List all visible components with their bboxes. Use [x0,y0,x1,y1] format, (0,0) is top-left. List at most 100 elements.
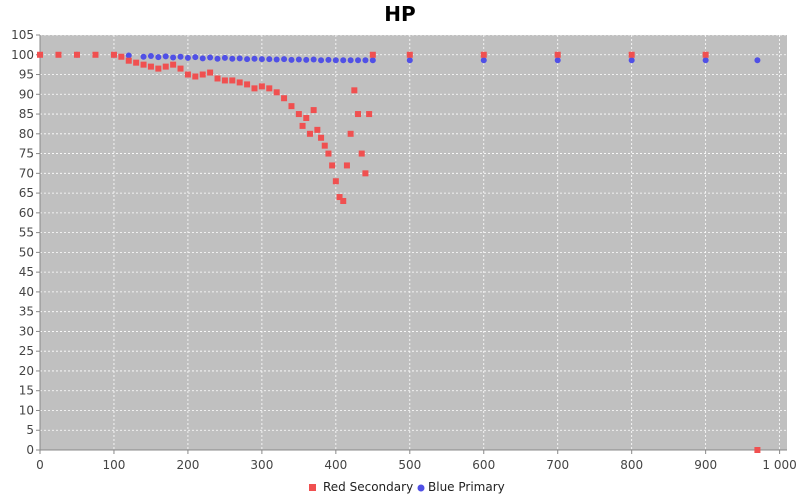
x-tick-label: 300 [250,458,273,472]
data-point-blue-primary [192,54,199,61]
data-point-blue-primary [754,57,761,64]
y-tick-label: 25 [19,344,34,358]
data-point-red-secondary [288,103,295,110]
data-point-red-secondary [110,51,117,58]
y-tick-label: 15 [19,384,34,398]
y-tick-label: 60 [19,206,34,220]
data-point-blue-primary [340,57,347,64]
data-point-blue-primary [554,57,561,64]
data-point-red-secondary [369,51,376,58]
data-point-red-secondary [236,79,243,86]
y-tick-label: 55 [19,226,34,240]
data-point-red-secondary [329,162,336,169]
y-tick-label: 75 [19,147,34,161]
data-point-red-secondary [303,115,310,121]
data-point-red-secondary [192,73,199,80]
data-points [37,51,761,453]
data-point-red-secondary [347,130,354,137]
legend-marker-red-secondary [309,484,316,491]
data-point-red-secondary [207,69,214,76]
y-tick-label: 30 [19,324,34,338]
data-point-red-secondary [358,150,365,157]
x-tick-label: 600 [472,458,495,472]
data-point-red-secondary [273,89,280,96]
data-point-blue-primary [147,52,154,59]
data-point-blue-primary [369,57,376,64]
y-tick-label: 95 [19,68,34,82]
legend-label-red-secondary: Red Secondary [323,480,413,494]
data-point-blue-primary [347,57,354,64]
data-point-blue-primary [303,56,310,63]
data-point-blue-primary [214,55,221,62]
data-point-red-secondary [340,198,347,204]
data-point-blue-primary [199,55,206,62]
data-point-blue-primary [244,56,251,63]
y-tick-label: 65 [19,186,34,200]
data-point-red-secondary [184,71,191,78]
data-point-red-secondary [133,59,140,66]
data-point-red-secondary [199,71,206,78]
data-point-red-secondary [480,51,487,58]
data-point-blue-primary [318,57,325,64]
data-point-red-secondary [366,111,373,118]
data-point-blue-primary [184,54,191,61]
data-point-blue-primary [125,52,132,59]
y-tick-label: 50 [19,245,34,259]
y-tick-label: 45 [19,265,34,279]
y-tick-label: 80 [19,127,34,141]
data-point-red-secondary [702,51,709,58]
data-point-blue-primary [170,54,177,61]
legend-label-blue-primary: Blue Primary [428,480,505,494]
data-point-red-secondary [318,134,325,141]
data-point-blue-primary [362,57,369,64]
data-point-red-secondary [125,57,132,64]
data-point-red-secondary [92,51,99,58]
data-point-red-secondary [281,95,288,102]
data-point-red-secondary [258,83,265,90]
data-point-blue-primary [480,57,487,64]
plot-area [40,35,787,450]
x-tick-label: 800 [620,458,643,472]
data-point-red-secondary [73,51,80,58]
data-point-red-secondary [351,87,358,94]
data-point-red-secondary [251,85,258,92]
data-point-blue-primary [325,56,332,63]
data-point-red-secondary [306,130,313,137]
grid-lines [40,34,787,450]
data-point-red-secondary [754,447,761,453]
data-point-blue-primary [155,54,162,61]
data-point-red-secondary [140,61,147,68]
data-point-red-secondary [343,162,350,169]
x-tick-label: 900 [694,458,717,472]
legend: Red Secondary Blue Primary [309,480,505,494]
y-tick-label: 85 [19,107,34,121]
data-point-blue-primary [702,57,709,64]
data-point-red-secondary [628,51,635,58]
y-tick-label: 0 [26,443,34,457]
data-point-red-secondary [214,75,221,82]
data-point-red-secondary [310,107,317,114]
x-tick-label: 500 [398,458,421,472]
data-point-red-secondary [37,51,43,58]
data-point-red-secondary [362,170,369,177]
data-point-blue-primary [177,53,184,60]
data-point-red-secondary [55,51,62,58]
data-point-blue-primary [332,57,339,64]
data-point-red-secondary [325,150,332,157]
data-point-blue-primary [258,56,265,63]
data-point-blue-primary [266,56,273,63]
data-point-red-secondary [314,126,321,133]
data-point-blue-primary [295,56,302,63]
data-point-blue-primary [251,55,258,62]
chart-title: HP [384,2,415,26]
legend-marker-blue-primary [417,484,425,492]
x-tick-label: 400 [324,458,347,472]
data-point-blue-primary [288,56,295,63]
data-point-red-secondary [162,63,169,70]
axes: 0 5 10 15 20 25 30 35 40 45 50 55 60 65 70 75 80 85 90 95 10… [11,28,797,472]
x-tick-label: 0 [36,458,44,472]
x-tick-label: 700 [546,458,569,472]
data-point-red-secondary [229,77,236,84]
